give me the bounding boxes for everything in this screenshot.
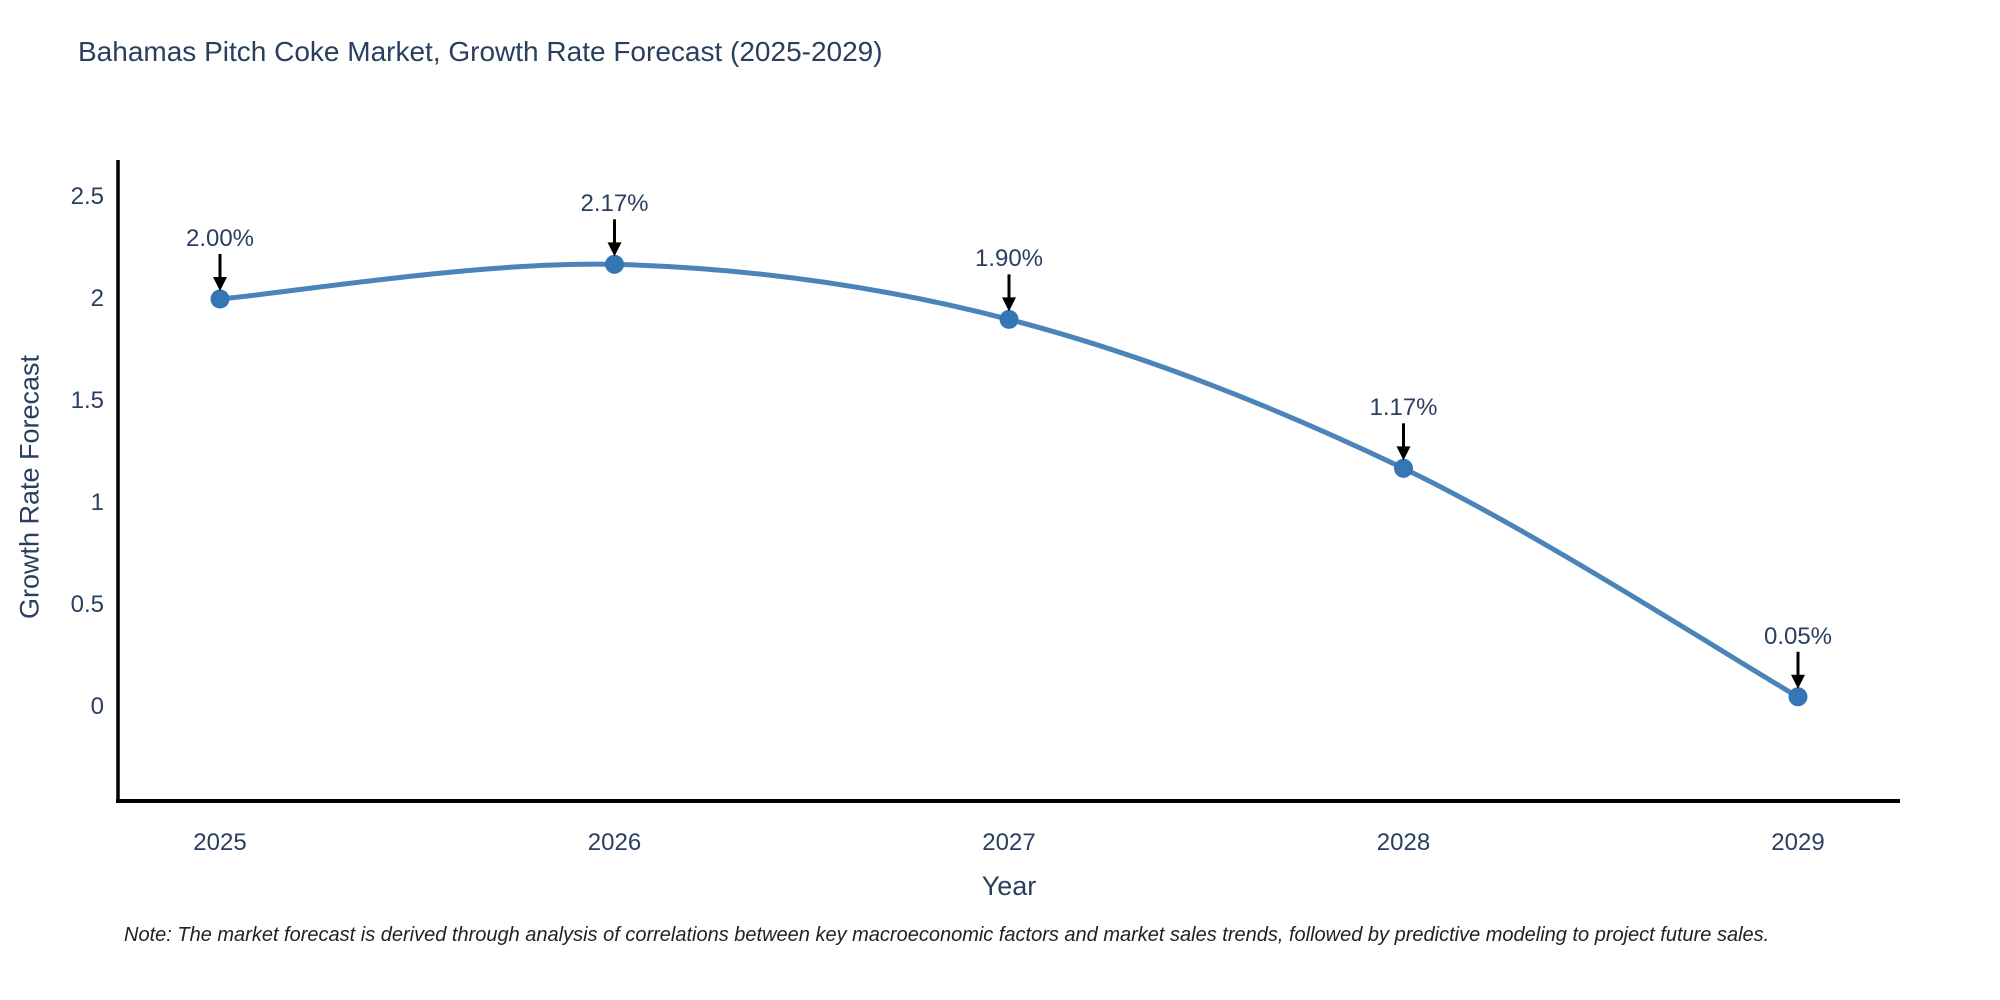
data-point-marker <box>999 309 1019 329</box>
annotation-arrow-head <box>607 242 622 257</box>
y-axis-title: Growth Rate Forecast <box>14 354 45 620</box>
y-tick-label: 1.5 <box>70 387 104 414</box>
annotation-label: 1.90% <box>974 245 1044 273</box>
annotation-arrow-head <box>1396 446 1411 461</box>
annotation-label: 2.17% <box>580 190 649 218</box>
annotation-arrow-head <box>213 277 227 291</box>
chart-title: Bahamas Pitch Coke Market, Growth Rate F… <box>78 36 883 67</box>
data-point-marker <box>1788 687 1808 707</box>
annotation-arrow-head <box>1791 674 1805 689</box>
data-point-marker <box>210 289 230 309</box>
annotation-label: 2.00% <box>185 225 255 252</box>
y-tick-label: 0 <box>90 693 104 720</box>
y-tick-label: 2 <box>90 285 104 312</box>
x-tick-label: 2028 <box>1376 829 1431 856</box>
annotation-arrow-head <box>1002 297 1016 312</box>
x-tick-label: 2029 <box>1771 829 1825 856</box>
data-point-marker <box>605 254 624 274</box>
y-tick-label: 2.5 <box>70 183 104 210</box>
line-series <box>217 261 1801 700</box>
x-tick-label: 2027 <box>982 829 1036 856</box>
y-tick-label: 0.5 <box>70 591 104 618</box>
footnote: Note: The market forecast is derived thr… <box>124 924 1770 946</box>
annotation-label: 1.17% <box>1369 394 1438 422</box>
annotation-label: 0.05% <box>1763 622 1833 650</box>
x-tick-label: 2026 <box>587 829 642 856</box>
x-axis-title: Year <box>981 871 1037 901</box>
y-tick-label: 1 <box>90 489 104 516</box>
data-point-marker <box>1394 458 1413 478</box>
x-tick-label: 2025 <box>193 829 247 856</box>
